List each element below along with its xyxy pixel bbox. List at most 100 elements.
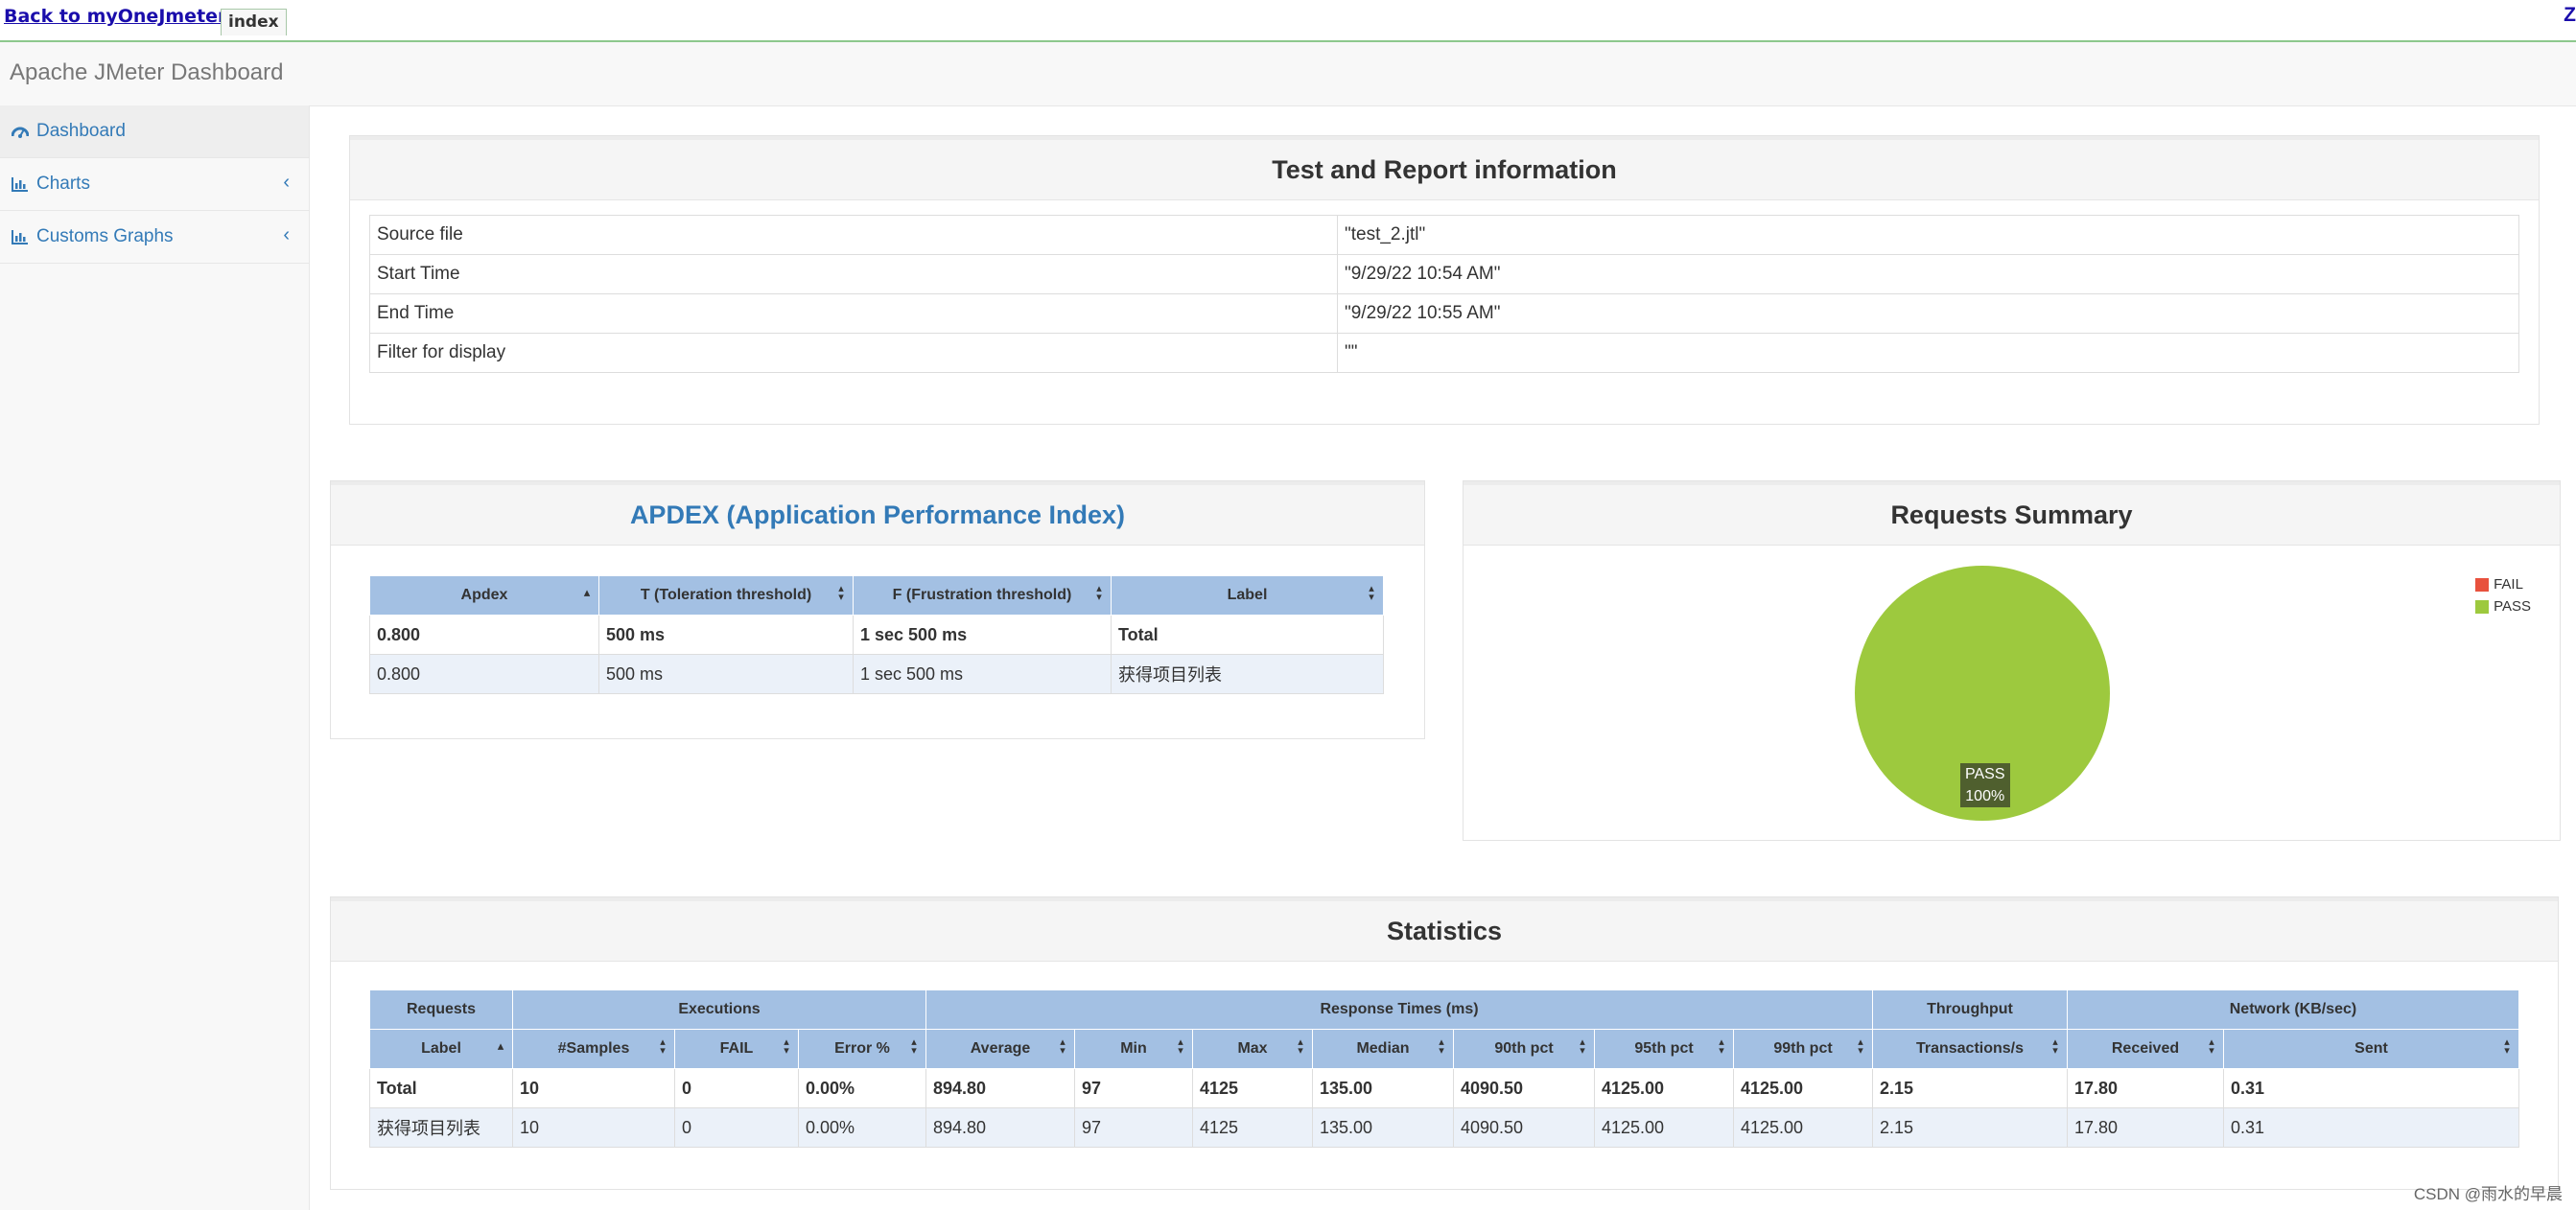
sidebar-item-charts[interactable]: Charts ‹ [0,158,309,211]
sidebar: Dashboard Charts ‹ Customs Graphs ‹ [0,105,310,1210]
column-header-median[interactable]: Median [1312,1029,1454,1069]
info-value: "" [1337,333,2519,373]
pie-slice-pass[interactable] [1855,566,2110,821]
csdn-watermark: CSDN @雨水的早晨 [2413,1185,2563,1203]
table-cell: 135.00 [1312,1107,1454,1148]
column-header-99th-pct[interactable]: 99th pct [1733,1029,1873,1069]
info-value: "test_2.jtl" [1337,215,2519,255]
legend-label: PASS [2494,598,2531,615]
table-row: Filter for display "" [369,333,2519,373]
column-header-received[interactable]: Received [2067,1029,2224,1069]
column-header-toleration[interactable]: T (Toleration threshold) [598,575,854,616]
table-cell: 135.00 [1312,1068,1454,1108]
column-header-frustration[interactable]: F (Frustration threshold) [853,575,1112,616]
app-brand[interactable]: Apache JMeter Dashboard [10,59,284,85]
pie-label-percent: 100% [1965,788,2005,804]
column-header-label[interactable]: Label [1111,575,1384,616]
table-cell: 4125.00 [1733,1107,1873,1148]
dashboard-icon [12,127,29,138]
requests-pie-chart[interactable] [1464,545,2560,832]
fail-swatch [2475,577,2490,592]
column-header-samples[interactable]: #Samples [512,1029,675,1069]
table-cell: 97 [1074,1068,1193,1108]
table-cell: 1 sec 500 ms [853,615,1112,655]
column-header-transactions[interactable]: Transactions/s [1872,1029,2068,1069]
column-header-sent[interactable]: Sent [2223,1029,2519,1069]
table-cell: 0.800 [369,615,599,655]
column-header-95th-pct[interactable]: 95th pct [1594,1029,1734,1069]
app-header: Apache JMeter Dashboard [0,42,2576,106]
info-label: Source file [369,215,1338,255]
panel-title: Test and Report information [350,136,2539,200]
statistics-table: Requests Executions Response Times (ms) … [369,989,2519,1148]
table-cell: 17.80 [2067,1107,2224,1148]
table-cell: 0.00% [798,1068,926,1108]
column-header-apdex[interactable]: Apdex [369,575,599,616]
index-tab[interactable]: index [221,9,287,35]
table-cell: 4090.50 [1453,1068,1595,1108]
table-cell: 0.31 [2223,1107,2519,1148]
column-header-average[interactable]: Average [925,1029,1075,1069]
table-cell: 0.31 [2223,1068,2519,1108]
legend-item-pass[interactable]: PASS [2475,595,2531,617]
sidebar-item-label: Dashboard [36,121,126,141]
pie-data-label: PASS 100% [1960,763,2010,807]
column-header-max[interactable]: Max [1192,1029,1313,1069]
table-cell: 4125 [1192,1107,1313,1148]
table-row: 0.800 500 ms 1 sec 500 ms 获得项目列表 [369,654,1384,694]
back-to-myonejmeter-link[interactable]: Back to myOneJmeter [4,6,227,27]
chevron-left-icon[interactable]: ‹ [283,224,290,245]
table-row: 0.800 500 ms 1 sec 500 ms Total [369,615,1384,655]
column-header-label[interactable]: Label [369,1029,513,1069]
table-cell: 0 [674,1068,799,1108]
test-report-info-panel: Test and Report information Source file … [349,135,2540,425]
table-cell: 97 [1074,1107,1193,1148]
table-cell: 0.00% [798,1107,926,1148]
group-header-response-times: Response Times (ms) [925,989,1873,1030]
info-label: Filter for display [369,333,1338,373]
sidebar-item-dashboard[interactable]: Dashboard [0,105,309,158]
legend-item-fail[interactable]: FAIL [2475,573,2531,595]
table-row: End Time "9/29/22 10:55 AM" [369,293,2519,334]
table-row: Total 10 0 0.00% 894.80 97 4125 135.00 4… [369,1068,2519,1108]
sidebar-item-customs-graphs[interactable]: Customs Graphs ‹ [0,211,309,264]
info-label: Start Time [369,254,1338,294]
table-cell: 894.80 [925,1068,1075,1108]
table-cell: 4125.00 [1594,1107,1734,1148]
legend-label: FAIL [2494,576,2523,593]
column-header-error-pct[interactable]: Error % [798,1029,926,1069]
info-label: End Time [369,293,1338,334]
pass-swatch [2475,599,2490,614]
info-value: "9/29/22 10:54 AM" [1337,254,2519,294]
table-cell: Total [1111,615,1384,655]
column-header-min[interactable]: Min [1074,1029,1193,1069]
statistics-panel: Statistics Requests Executions Response … [330,896,2559,1190]
table-cell: 10 [512,1068,675,1108]
table-cell: 894.80 [925,1107,1075,1148]
chevron-left-icon[interactable]: ‹ [283,172,290,193]
info-table: Source file "test_2.jtl" Start Time "9/2… [369,215,2519,373]
sidebar-item-label: Customs Graphs [36,226,174,246]
table-row: 获得项目列表 10 0 0.00% 894.80 97 4125 135.00 … [369,1107,2519,1148]
table-cell: 17.80 [2067,1068,2224,1108]
chart-legend: FAIL PASS [2475,573,2531,617]
panel-title: Statistics [331,897,2558,962]
top-strip: Back to myOneJmeter index Z [0,0,2576,42]
pie-label-name: PASS [1965,766,2005,782]
apdex-panel: APDEX (Application Performance Index) Ap… [330,480,1425,739]
column-header-fail[interactable]: FAIL [674,1029,799,1069]
right-edge-link[interactable]: Z [2564,4,2576,26]
table-cell: 获得项目列表 [1111,654,1384,694]
group-header-throughput: Throughput [1872,989,2068,1030]
table-cell: 500 ms [598,654,854,694]
table-cell: 0.800 [369,654,599,694]
group-header-executions: Executions [512,989,926,1030]
column-header-90th-pct[interactable]: 90th pct [1453,1029,1595,1069]
table-cell: 4125.00 [1594,1068,1734,1108]
table-cell: 4090.50 [1453,1107,1595,1148]
table-row: Start Time "9/29/22 10:54 AM" [369,254,2519,294]
table-cell: Total [369,1068,513,1108]
table-cell: 4125.00 [1733,1068,1873,1108]
bar-chart-icon [12,230,28,244]
group-header-requests: Requests [369,989,513,1030]
